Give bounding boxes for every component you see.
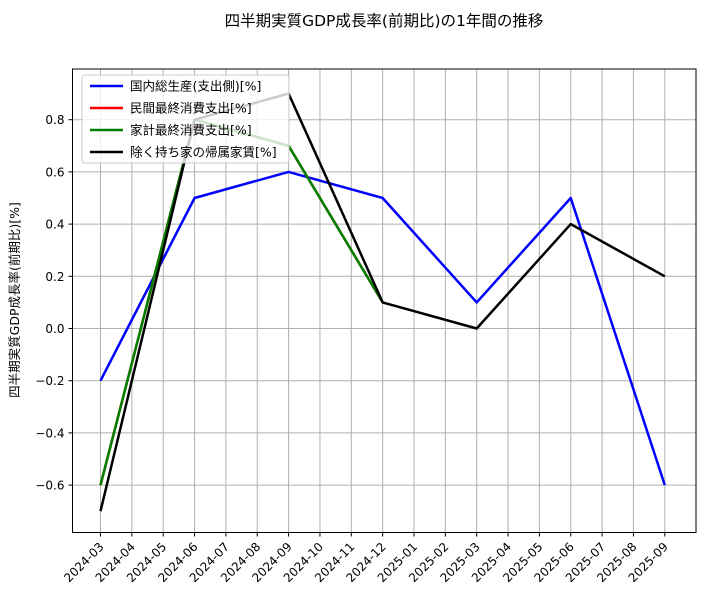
y-axis-label: 四半期実質GDP成長率(前期比)[%] bbox=[7, 202, 22, 398]
legend-box bbox=[81, 74, 290, 164]
y-tick-label: −0.2 bbox=[35, 374, 64, 388]
y-tick-label: 0.8 bbox=[45, 113, 64, 127]
legend-entry-label: 家計最終消費支出[%] bbox=[130, 123, 252, 138]
y-tick-label: 0.6 bbox=[45, 165, 64, 179]
legend: 国内総生産(支出側)[%] 民間最終消費支出[%] 家計最終消費支出[%] 除く持ち家… bbox=[81, 74, 290, 164]
plot-border bbox=[72, 68, 697, 533]
legend-entry-label: 除く持ち家の帰属家賃[%] bbox=[130, 145, 277, 160]
tick-layer: 2024-032024-042024-052024-062024-072024-… bbox=[35, 113, 671, 585]
y-tick-label: −0.6 bbox=[35, 479, 64, 493]
y-tick-label: 0.4 bbox=[45, 218, 64, 232]
y-tick-label: −0.4 bbox=[35, 426, 64, 440]
y-tick-label: 0.0 bbox=[45, 322, 64, 336]
y-tick-label: 0.2 bbox=[45, 270, 64, 284]
series-line bbox=[99, 118, 384, 486]
chart-title: 四半期実質GDP成長率(前期比)の1年間の推移 bbox=[225, 12, 544, 30]
legend-entry-label: 国内総生産(支出側)[%] bbox=[130, 79, 261, 94]
series-line bbox=[99, 170, 666, 486]
series-line bbox=[99, 118, 384, 486]
legend-entry-label: 民間最終消費支出[%] bbox=[130, 101, 252, 116]
